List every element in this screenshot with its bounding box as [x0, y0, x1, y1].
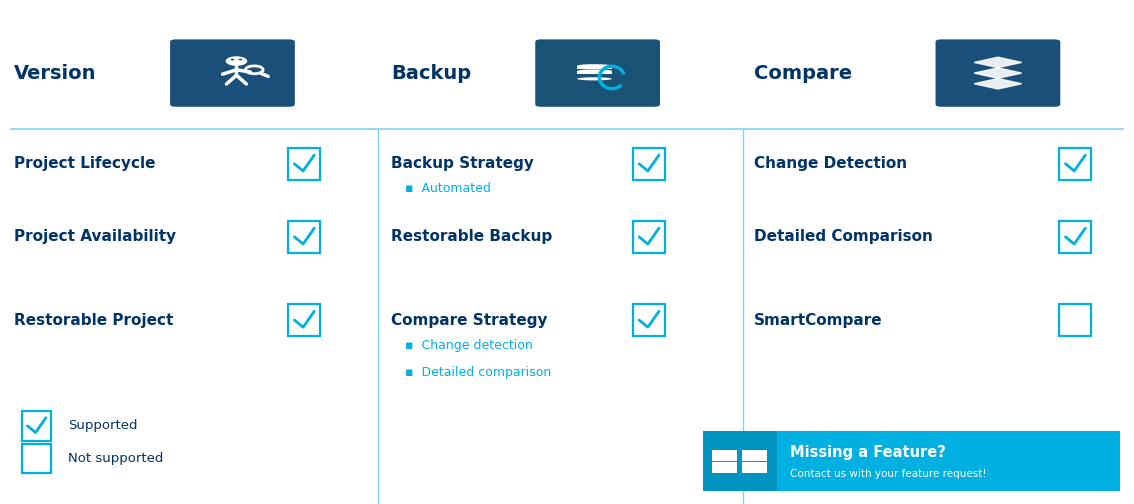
FancyBboxPatch shape: [743, 462, 768, 473]
Text: Compare: Compare: [754, 64, 853, 83]
Ellipse shape: [577, 77, 612, 81]
FancyBboxPatch shape: [1059, 304, 1091, 336]
FancyBboxPatch shape: [1059, 221, 1091, 253]
FancyBboxPatch shape: [712, 450, 737, 461]
FancyBboxPatch shape: [288, 304, 320, 336]
FancyBboxPatch shape: [288, 221, 320, 253]
FancyBboxPatch shape: [703, 431, 777, 491]
Text: Not supported: Not supported: [68, 452, 163, 465]
Text: Project Lifecycle: Project Lifecycle: [14, 156, 155, 171]
Text: Detailed Comparison: Detailed Comparison: [754, 229, 933, 244]
FancyBboxPatch shape: [712, 462, 737, 473]
FancyBboxPatch shape: [535, 39, 660, 107]
FancyBboxPatch shape: [577, 71, 612, 74]
Text: SmartCompare: SmartCompare: [754, 312, 882, 328]
Ellipse shape: [577, 70, 612, 73]
Polygon shape: [974, 79, 1022, 89]
Text: Restorable Project: Restorable Project: [14, 312, 174, 328]
Text: Restorable Backup: Restorable Backup: [391, 229, 552, 244]
Polygon shape: [974, 57, 1022, 68]
Text: Backup: Backup: [391, 64, 472, 83]
Text: ▪  Automated: ▪ Automated: [405, 182, 491, 196]
Text: Backup Strategy: Backup Strategy: [391, 156, 534, 171]
Polygon shape: [974, 68, 1022, 78]
Text: Version: Version: [14, 64, 96, 83]
Circle shape: [226, 56, 247, 66]
FancyBboxPatch shape: [170, 39, 295, 107]
FancyBboxPatch shape: [633, 221, 665, 253]
Text: Supported: Supported: [68, 419, 137, 432]
Text: ▪  Detailed comparison: ▪ Detailed comparison: [405, 366, 551, 380]
FancyBboxPatch shape: [1059, 148, 1091, 180]
Text: Change Detection: Change Detection: [754, 156, 907, 171]
Text: Compare Strategy: Compare Strategy: [391, 312, 548, 328]
FancyBboxPatch shape: [22, 411, 51, 440]
Circle shape: [230, 58, 235, 60]
FancyBboxPatch shape: [288, 148, 320, 180]
FancyBboxPatch shape: [703, 431, 1120, 491]
FancyBboxPatch shape: [22, 444, 51, 473]
FancyBboxPatch shape: [633, 148, 665, 180]
Text: Project Availability: Project Availability: [14, 229, 176, 244]
Text: Missing a Feature?: Missing a Feature?: [790, 445, 946, 460]
FancyBboxPatch shape: [936, 39, 1060, 107]
Circle shape: [238, 58, 243, 60]
Text: Contact us with your feature request!: Contact us with your feature request!: [790, 469, 987, 479]
Ellipse shape: [577, 64, 612, 68]
FancyBboxPatch shape: [633, 304, 665, 336]
Text: ▪  Change detection: ▪ Change detection: [405, 339, 533, 352]
FancyBboxPatch shape: [577, 66, 612, 69]
FancyBboxPatch shape: [743, 450, 768, 461]
